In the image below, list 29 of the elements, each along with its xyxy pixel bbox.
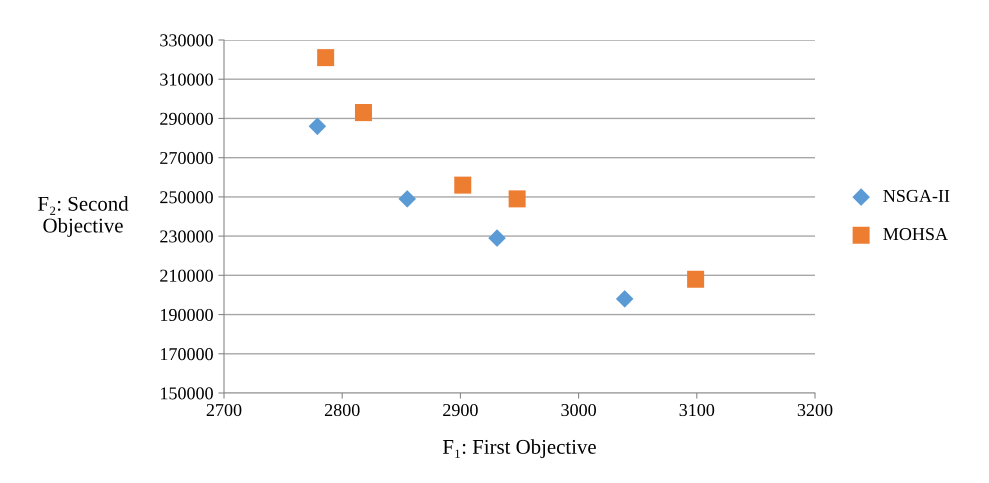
- y-tick-label: 170000: [161, 348, 213, 360]
- y-tick-label: 150000: [161, 387, 213, 400]
- y-tick-label: 190000: [161, 308, 213, 321]
- x-tick-label: 3100: [680, 404, 714, 416]
- x-tick-label: 3200: [798, 404, 832, 416]
- y-tick-label: 270000: [160, 152, 213, 164]
- y-tick-label: 330000: [160, 34, 213, 46]
- point: [398, 190, 416, 208]
- y-tick-label: 290000: [160, 112, 213, 125]
- y-tick-label: 210000: [160, 270, 213, 282]
- point: [354, 104, 372, 122]
- point: [616, 290, 634, 308]
- y-tick-label: 250000: [160, 191, 213, 204]
- x-tick-label: 2900: [443, 404, 478, 416]
- point: [508, 190, 526, 208]
- point: [488, 229, 506, 247]
- x-tick-label: 3000: [561, 404, 596, 416]
- point: [454, 176, 472, 194]
- y-axis-title: F₂: Second Objective: [38, 196, 128, 237]
- y-tick-label: 230000: [160, 230, 213, 243]
- legend-label: MOHSA: [883, 228, 948, 240]
- legend-label: NSGA-II: [883, 190, 950, 202]
- point: [317, 49, 334, 66]
- point: [308, 118, 326, 136]
- point: [687, 270, 704, 288]
- y-tick-label: 310000: [160, 73, 213, 86]
- x-tick-label: 2800: [324, 404, 360, 416]
- x-axis-title: F₁: First Objective: [442, 439, 596, 458]
- x-tick-label: 2700: [206, 404, 242, 416]
